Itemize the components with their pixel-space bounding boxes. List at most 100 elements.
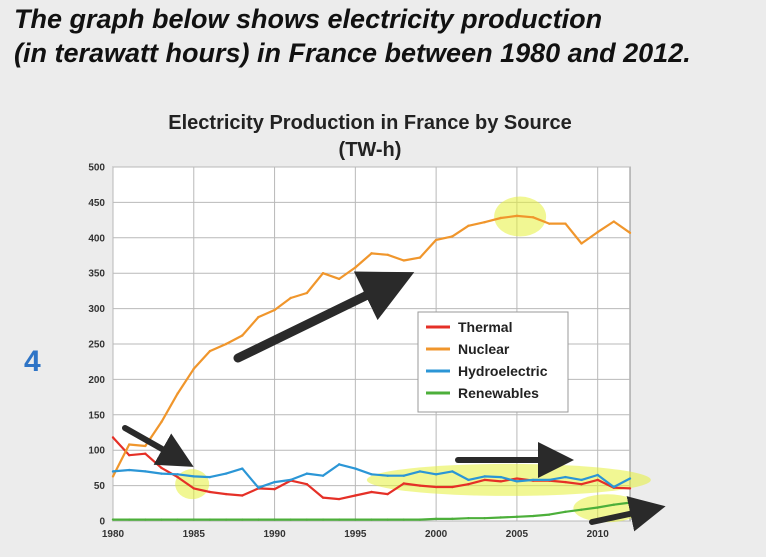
data-point-renewables	[224, 518, 228, 521]
data-point-hydroelectric	[386, 474, 389, 477]
data-point-hydroelectric	[564, 475, 567, 479]
data-point-thermal	[628, 487, 632, 490]
data-point-hydroelectric	[354, 467, 357, 470]
data-point-renewables	[370, 518, 373, 521]
data-point-nuclear	[499, 216, 502, 220]
data-point-renewables	[596, 506, 599, 509]
data-point-nuclear	[386, 253, 389, 256]
data-point-thermal	[241, 494, 244, 497]
data-point-nuclear	[224, 342, 228, 346]
data-point-nuclear	[321, 272, 325, 275]
data-point-hydroelectric	[434, 473, 438, 476]
chart-title-line-1: Electricity Production in France by Sour…	[168, 112, 572, 134]
data-point-renewables	[467, 516, 470, 520]
data-point-thermal	[564, 480, 567, 484]
y-tick-label: 200	[88, 375, 105, 386]
data-point-hydroelectric	[418, 470, 422, 473]
data-point-renewables	[337, 518, 341, 521]
data-point-hydroelectric	[580, 478, 583, 482]
data-point-renewables	[515, 515, 519, 518]
data-point-hydroelectric	[289, 478, 292, 482]
data-point-renewables	[564, 510, 567, 513]
y-tick-label: 250	[88, 340, 105, 351]
x-tick-label: 2000	[425, 529, 448, 540]
data-point-hydroelectric	[370, 473, 373, 476]
data-point-nuclear	[402, 259, 406, 262]
x-tick-label: 2010	[587, 529, 610, 540]
y-tick-label: 350	[88, 269, 105, 280]
data-point-thermal	[273, 487, 276, 491]
data-point-nuclear	[305, 291, 309, 295]
data-point-thermal	[305, 482, 309, 486]
data-point-renewables	[305, 518, 309, 521]
data-point-nuclear	[176, 392, 179, 395]
data-point-renewables	[257, 518, 260, 521]
y-tick-label: 400	[88, 233, 105, 244]
data-point-nuclear	[418, 256, 422, 259]
data-point-thermal	[596, 478, 599, 482]
data-point-renewables	[111, 518, 115, 521]
data-point-nuclear	[208, 349, 212, 353]
data-point-thermal	[192, 487, 195, 490]
data-point-thermal	[402, 482, 406, 485]
data-point-hydroelectric	[548, 478, 551, 482]
data-point-nuclear	[337, 277, 341, 281]
y-tick-label: 300	[88, 304, 105, 315]
data-point-renewables	[531, 514, 535, 518]
data-point-renewables	[499, 516, 502, 519]
data-point-renewables	[580, 508, 583, 511]
data-point-renewables	[176, 518, 179, 521]
data-point-thermal	[580, 482, 583, 486]
data-point-nuclear	[531, 216, 535, 219]
data-point-hydroelectric	[257, 486, 260, 489]
y-tick-label: 500	[88, 163, 105, 174]
data-point-hydroelectric	[144, 470, 147, 473]
legend-box	[417, 311, 569, 413]
annotation-arrow	[122, 425, 194, 467]
data-point-thermal	[144, 452, 147, 455]
data-point-nuclear	[548, 222, 551, 225]
data-point-thermal	[483, 478, 486, 482]
data-point-thermal	[515, 477, 519, 480]
data-point-renewables	[208, 518, 212, 521]
data-point-hydroelectric	[273, 480, 276, 484]
data-point-renewables	[289, 518, 292, 521]
data-point-hydroelectric	[499, 475, 502, 479]
data-point-hydroelectric	[467, 478, 470, 482]
data-point-hydroelectric	[127, 468, 131, 472]
data-point-nuclear	[370, 252, 373, 255]
data-point-hydroelectric	[305, 472, 309, 475]
data-point-renewables	[354, 518, 357, 521]
data-point-thermal	[434, 485, 438, 489]
slide-number: 4	[24, 345, 41, 378]
data-point-thermal	[354, 494, 357, 497]
y-tick-label: 450	[88, 198, 105, 209]
data-point-renewables	[160, 518, 163, 521]
data-point-hydroelectric	[483, 475, 486, 478]
data-point-thermal	[386, 492, 389, 496]
y-tick-label: 150	[88, 410, 105, 421]
data-point-hydroelectric	[515, 480, 519, 483]
data-point-hydroelectric	[321, 474, 325, 477]
data-point-nuclear	[451, 235, 454, 238]
data-point-renewables	[127, 518, 131, 521]
data-point-nuclear	[273, 308, 276, 312]
data-point-nuclear	[127, 443, 131, 446]
data-point-nuclear	[434, 238, 438, 242]
data-point-thermal	[176, 475, 179, 479]
data-point-thermal	[499, 480, 502, 483]
chart-title-line-2: (TW-h)	[338, 139, 402, 161]
heading-line-2: (in terawatt hours) in France between 19…	[14, 38, 691, 68]
y-tick-label: 50	[94, 481, 106, 492]
data-point-nuclear	[289, 296, 292, 300]
data-point-renewables	[612, 503, 616, 506]
data-point-thermal	[451, 485, 454, 489]
data-point-thermal	[208, 490, 212, 494]
data-point-nuclear	[580, 242, 583, 245]
data-point-thermal	[321, 496, 325, 499]
data-point-thermal	[418, 484, 422, 487]
x-tick-label: 1990	[263, 529, 286, 540]
data-point-hydroelectric	[224, 472, 228, 475]
legend-label: Renewables	[458, 385, 539, 401]
